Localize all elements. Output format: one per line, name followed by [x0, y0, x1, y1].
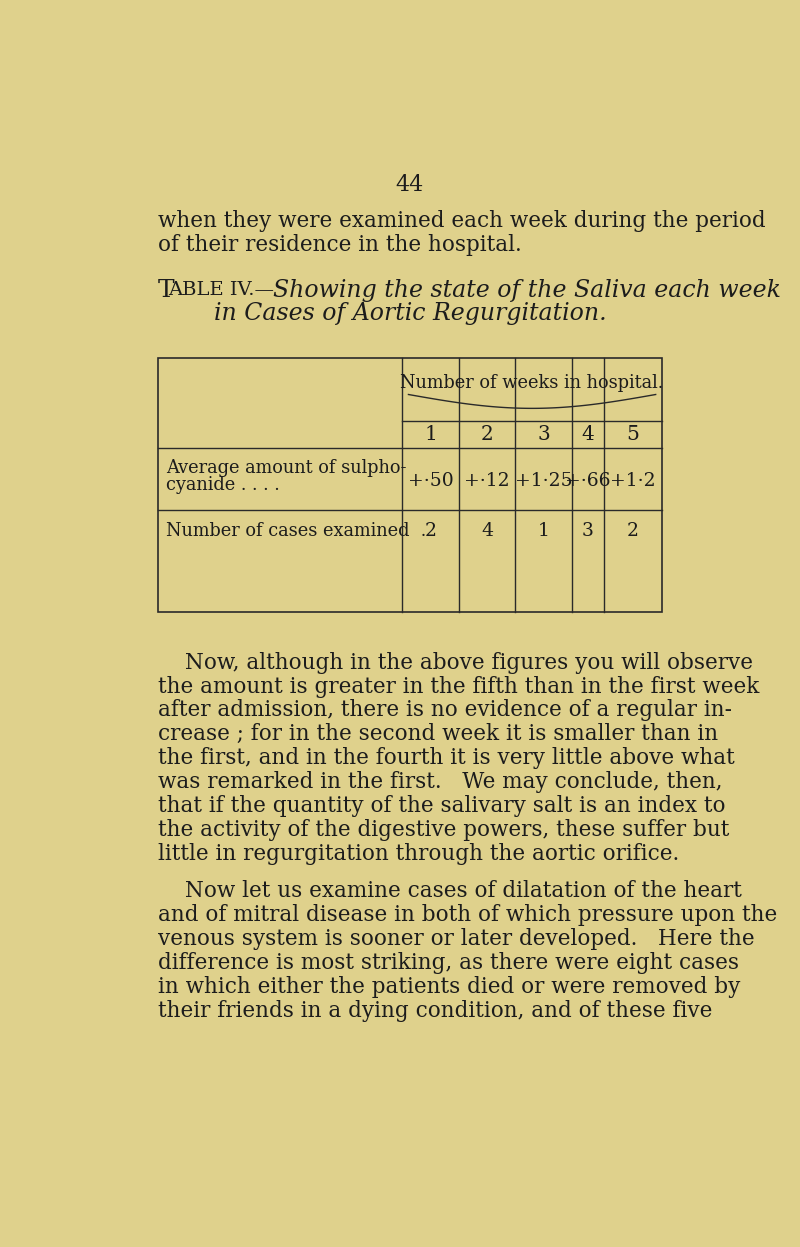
- Text: their friends in a dying condition, and of these five: their friends in a dying condition, and …: [158, 1000, 713, 1021]
- Text: in which either the patients died or were removed by: in which either the patients died or wer…: [158, 976, 741, 998]
- Text: in Cases of Aortic Regurgitation.: in Cases of Aortic Regurgitation.: [214, 302, 606, 325]
- Text: was remarked in the first.   We may conclude, then,: was remarked in the first. We may conclu…: [158, 771, 722, 793]
- Text: +1·25: +1·25: [515, 471, 573, 490]
- Text: Number of cases examined  .: Number of cases examined .: [166, 522, 426, 540]
- Text: Now, although in the above figures you will observe: Now, although in the above figures you w…: [186, 652, 754, 673]
- Text: ABLE IV.—: ABLE IV.—: [168, 282, 274, 299]
- Text: +·66: +·66: [565, 471, 610, 490]
- Text: Showing the state of the Saliva each week: Showing the state of the Saliva each wee…: [273, 279, 781, 302]
- Text: difference is most striking, as there were eight cases: difference is most striking, as there we…: [158, 951, 739, 974]
- Text: Number of weeks in hospital.: Number of weeks in hospital.: [401, 374, 664, 393]
- Text: the amount is greater in the fifth than in the first week: the amount is greater in the fifth than …: [158, 676, 759, 697]
- Text: +·12: +·12: [464, 471, 510, 490]
- Text: 1: 1: [424, 425, 437, 444]
- Text: Now let us examine cases of dilatation of the heart: Now let us examine cases of dilatation o…: [186, 880, 742, 903]
- Text: the first, and in the fourth it is very little above what: the first, and in the fourth it is very …: [158, 747, 735, 769]
- Text: 44: 44: [396, 175, 424, 196]
- Text: cyanide . . . .: cyanide . . . .: [166, 476, 280, 494]
- Text: 4: 4: [481, 522, 493, 540]
- Text: 1: 1: [538, 522, 550, 540]
- Text: the activity of the digestive powers, these suffer but: the activity of the digestive powers, th…: [158, 819, 730, 840]
- Text: +·50: +·50: [408, 471, 454, 490]
- Text: 5: 5: [626, 425, 639, 444]
- Text: venous system is sooner or later developed.   Here the: venous system is sooner or later develop…: [158, 928, 754, 950]
- Text: little in regurgitation through the aortic orifice.: little in regurgitation through the aort…: [158, 843, 679, 864]
- Text: Average amount of sulpho-: Average amount of sulpho-: [166, 459, 406, 478]
- Bar: [158, 358, 662, 611]
- Text: 3: 3: [538, 425, 550, 444]
- Text: crease ; for in the second week it is smaller than in: crease ; for in the second week it is sm…: [158, 723, 718, 746]
- Text: 3: 3: [582, 522, 594, 540]
- Text: that if the quantity of the salivary salt is an index to: that if the quantity of the salivary sal…: [158, 794, 726, 817]
- Text: 2: 2: [425, 522, 437, 540]
- Text: after admission, there is no evidence of a regular in-: after admission, there is no evidence of…: [158, 700, 732, 722]
- Text: T: T: [158, 279, 174, 302]
- Text: 2: 2: [481, 425, 494, 444]
- Text: +1·2: +1·2: [610, 471, 656, 490]
- Text: when they were examined each week during the period: when they were examined each week during…: [158, 209, 766, 232]
- Text: of their residence in the hospital.: of their residence in the hospital.: [158, 234, 522, 257]
- Text: 2: 2: [627, 522, 639, 540]
- Text: and of mitral disease in both of which pressure upon the: and of mitral disease in both of which p…: [158, 904, 778, 927]
- Text: 4: 4: [582, 425, 594, 444]
